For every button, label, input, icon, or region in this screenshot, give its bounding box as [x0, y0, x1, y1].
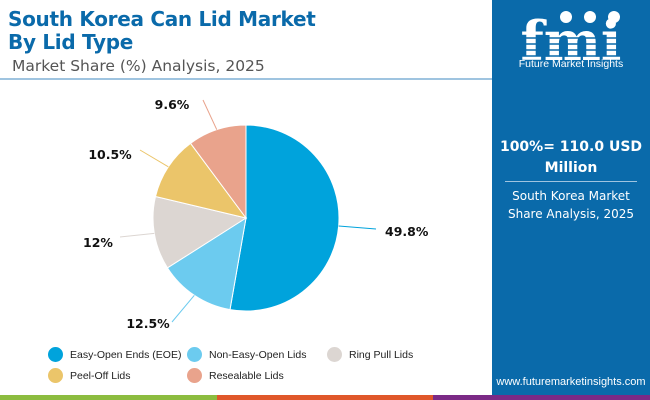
website-link[interactable]: www.futuremarketinsights.com	[496, 376, 646, 388]
panel-description-line1: South Korea Market	[512, 189, 630, 203]
legend-label: Peel-Off Lids	[70, 369, 131, 382]
pie-chart: 49.8% 12.5% 12% 10.5% 9.6%	[83, 97, 429, 331]
market-total-line2: Million	[544, 160, 598, 176]
bottom-bar-green	[0, 395, 217, 400]
leader-line	[202, 99, 218, 130]
pie-slice-peel-off-lids	[154, 142, 248, 219]
legend-label: Ring Pull Lids	[349, 348, 414, 361]
legend-swatch-icon	[327, 347, 342, 362]
legend-item: Resealable Lids	[187, 368, 284, 383]
pie-slice-resealable-lids	[189, 124, 247, 220]
chart-title-line2: By Lid Type	[8, 30, 134, 54]
pie-slice-easy-open-ends-eoe	[229, 124, 340, 312]
info-panel: fmi Future Market Insights 100%= 110.0 U…	[492, 0, 650, 400]
bottom-bar-purple	[433, 395, 650, 400]
chart-title: South Korea Can Lid Market By Lid Type	[8, 8, 316, 54]
data-label: 12.5%	[126, 316, 170, 331]
legend-swatch-icon	[187, 368, 202, 383]
data-label: 10.5%	[88, 147, 132, 162]
data-label: 12%	[83, 235, 113, 250]
market-total: 100%= 110.0 USD Million	[492, 137, 650, 179]
legend-label: Non-Easy-Open Lids	[209, 348, 307, 361]
leader-line	[171, 295, 195, 323]
leader-lines	[119, 99, 377, 323]
leader-line	[139, 149, 169, 168]
market-total-line1: 100%= 110.0 USD	[499, 139, 643, 155]
data-labels: 49.8% 12.5% 12% 10.5% 9.6%	[83, 97, 429, 331]
header-divider	[0, 78, 492, 80]
data-label: 49.8%	[385, 224, 429, 239]
panel-description: South Korea Market Share Analysis, 2025	[492, 187, 650, 223]
panel-description-line2: Share Analysis, 2025	[507, 207, 635, 221]
legend-label: Resealable Lids	[209, 369, 284, 382]
bottom-bar-orange	[216, 395, 434, 400]
legend-item: Peel-Off Lids	[48, 368, 131, 383]
fmi-logo-icon: fmi	[512, 9, 632, 73]
legend-swatch-icon	[48, 347, 63, 362]
legend-swatch-icon	[48, 368, 63, 383]
legend-label: Easy-Open Ends (EOE)	[70, 348, 182, 361]
legend-swatch-icon	[187, 347, 202, 362]
leader-line	[338, 225, 377, 230]
pie-slices	[152, 124, 340, 312]
legend-item: Non-Easy-Open Lids	[187, 347, 306, 362]
bottom-color-bar	[0, 395, 650, 400]
chart-subtitle: Market Share (%) Analysis, 2025	[12, 57, 265, 75]
logo-text: Future Market Insights	[518, 58, 624, 70]
leader-line	[119, 232, 155, 238]
legend-item: Easy-Open Ends (EOE)	[48, 347, 181, 362]
chart-title-line1: South Korea Can Lid Market	[8, 7, 316, 31]
panel-divider	[505, 181, 637, 182]
data-label: 9.6%	[155, 97, 190, 112]
legend-item: Ring Pull Lids	[327, 347, 413, 362]
